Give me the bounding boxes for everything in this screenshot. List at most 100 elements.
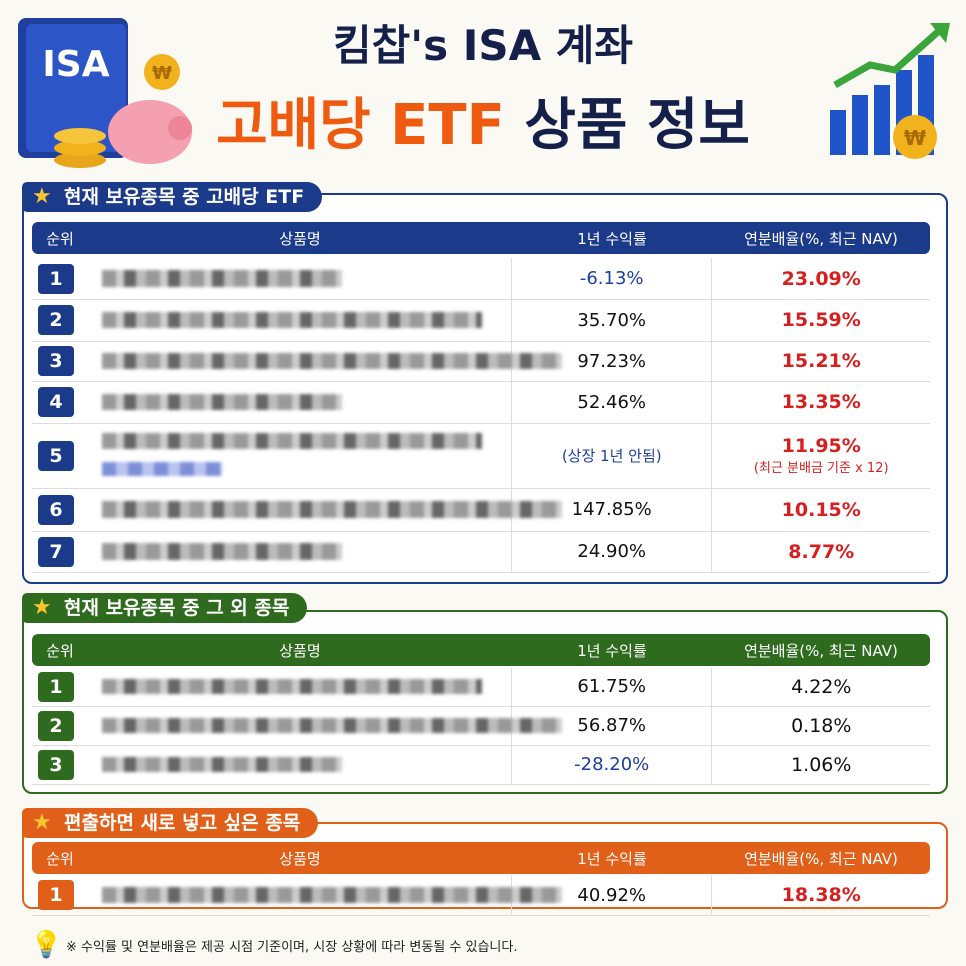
rank-badge: 3 [38, 346, 74, 376]
table-row: 7 24.90% 8.77% [32, 531, 930, 573]
badge: ISA [42, 44, 109, 85]
table-row: 5 (상장 1년 안됨) 11.95% (최근 분배금 기준 x 12) [32, 423, 930, 489]
return-cell: 52.46% [512, 381, 713, 423]
blurred-name [101, 270, 342, 287]
rank-badge: 2 [38, 710, 74, 741]
rank-cell: 2 [32, 710, 88, 741]
bulb-icon: 💡 [30, 930, 63, 960]
column-header: 순위 [46, 229, 74, 248]
name-cell [88, 667, 512, 706]
return-cell: 40.92% [512, 875, 713, 915]
table-row: 3 97.23% 15.21% [32, 341, 930, 382]
return-value: 97.23% [577, 350, 647, 372]
return-cell: 61.75% [512, 667, 713, 706]
subtitle: 고배당 ETF 상품 정보 [0, 80, 966, 161]
table-header: 순위 상품명 1년 수익률 연분배율(%, 최근 NAV) [32, 842, 930, 874]
blurred-name [101, 500, 562, 519]
return-cell: 97.23% [512, 341, 713, 381]
yield-value: 10.15% [781, 498, 861, 521]
rank-cell: 3 [32, 749, 88, 780]
yield-value: 23.09% [781, 267, 861, 290]
return-cell: 35.70% [512, 299, 713, 341]
rank-badge: 1 [38, 880, 74, 910]
subtitle-highlight: 고배당 ETF [216, 93, 505, 158]
name-cell [88, 258, 512, 299]
yield-cell: 13.35% [712, 391, 930, 413]
rank-cell: 3 [32, 346, 88, 376]
blurred-name [101, 887, 562, 903]
rank-badge: 6 [38, 494, 74, 525]
yield-value: 4.22% [791, 675, 852, 698]
name-cell [88, 381, 512, 423]
return-value: 147.85% [571, 499, 652, 520]
rank-badge: 1 [38, 263, 74, 294]
return-value: -28.20% [574, 754, 650, 775]
rank-cell: 1 [32, 880, 88, 910]
return-value: 61.75% [577, 676, 647, 697]
name-cell [88, 488, 562, 531]
return-cell: 56.87% [512, 706, 713, 745]
column-header: 상품명 [279, 641, 321, 660]
yield-value: 8.77% [788, 540, 855, 563]
return-cell: 24.90% [512, 531, 713, 572]
yield-cell: 1.06% [712, 754, 930, 776]
return-value: 35.70% [577, 309, 647, 331]
column-header: 상품명 [279, 849, 321, 868]
return-value: 40.92% [577, 884, 647, 906]
title: 킴찹's ISA 계좌 [332, 21, 634, 70]
table-row: 2 35.70% 15.59% [32, 299, 930, 342]
rank-badge: 5 [38, 440, 74, 471]
yield-value: 18.38% [781, 884, 861, 906]
column-header: 1년 수익률 [577, 641, 647, 660]
yield-cell: 18.38% [712, 884, 930, 906]
table-row: 1 61.75% 4.22% [32, 667, 930, 707]
blurred-name [101, 756, 342, 773]
rank-badge: 2 [38, 305, 74, 335]
table-row: 1 40.92% 18.38% [32, 875, 930, 916]
blurred-name [101, 432, 482, 449]
return-cell: (상장 1년 안됨) [512, 423, 713, 488]
subtitle-rest: 상품 정보 [524, 93, 750, 158]
rank-cell: 2 [32, 305, 88, 335]
column-header: 순위 [46, 849, 74, 868]
table-row: 4 52.46% 13.35% [32, 381, 930, 424]
return-value: 24.90% [577, 541, 647, 562]
yield-value: 1.06% [791, 753, 852, 776]
return-value: 52.46% [577, 391, 647, 413]
coin-symbol: ₩ [904, 126, 926, 150]
return-cell: -6.13% [512, 258, 713, 299]
table-row: 3 -28.20% 1.06% [32, 745, 930, 785]
table-row: 2 56.87% 0.18% [32, 706, 930, 746]
column-header: 연분배율(%, 최근 NAV) [744, 849, 898, 868]
return-value: -6.13% [579, 268, 644, 289]
yield-value: 0.18% [791, 714, 852, 737]
blurred-name [101, 393, 342, 411]
blurred-name [101, 462, 222, 477]
rank-badge: 4 [38, 387, 74, 417]
coin-symbol: ₩ [152, 63, 172, 84]
growth-illustration: ₩ [830, 23, 950, 159]
column-header: 1년 수익률 [577, 229, 647, 248]
name-cell [88, 423, 512, 488]
rank-cell: 7 [32, 536, 88, 567]
table-row: 6 147.85% 10.15% [32, 488, 930, 532]
column-header: 연분배율(%, 최근 NAV) [744, 229, 898, 248]
return-value: 56.87% [577, 715, 647, 736]
name-cell [88, 875, 562, 915]
yield-cell: 10.15% [712, 499, 930, 521]
column-header: 상품명 [279, 229, 321, 248]
blurred-name [101, 543, 342, 560]
column-header: 순위 [46, 641, 74, 660]
isa-illustration: ISA ₩ [18, 18, 192, 168]
section-box [22, 193, 948, 584]
yield-value: 15.21% [781, 350, 861, 372]
name-cell [88, 299, 512, 341]
rank-badge: 3 [38, 749, 74, 780]
return-value: (상장 1년 안됨) [561, 447, 662, 465]
star-icon: ★ [32, 184, 52, 209]
yield-cell: 11.95% (최근 분배금 기준 x 12) [712, 435, 930, 476]
table-header: 순위 상품명 1년 수익률 연분배율(%, 최근 NAV) [32, 222, 930, 254]
rank-badge: 7 [38, 536, 74, 567]
star-icon: ★ [32, 810, 52, 835]
